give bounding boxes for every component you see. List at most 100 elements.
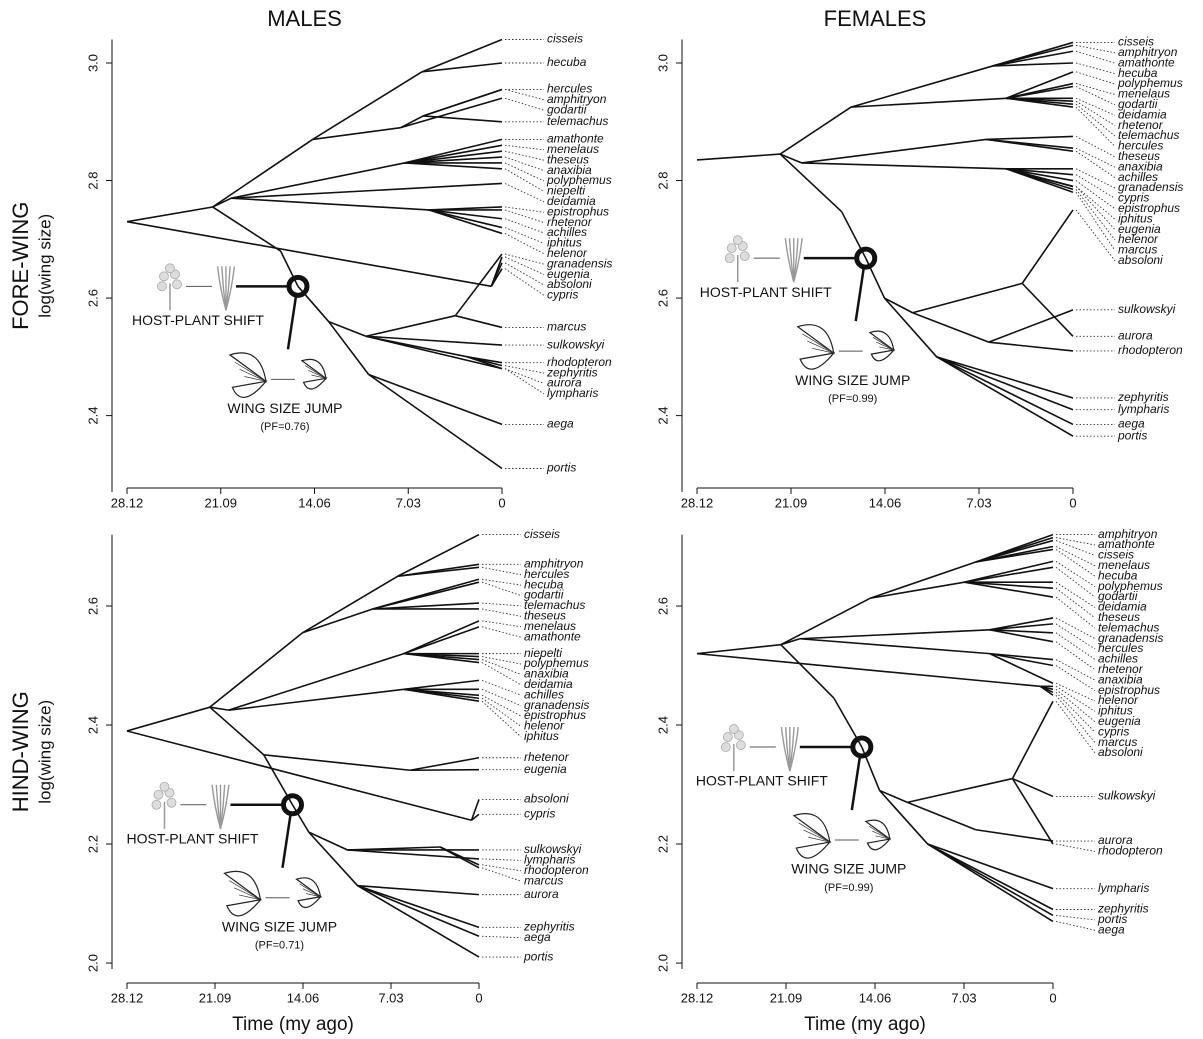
flower-icon xyxy=(733,236,742,245)
y-tick-label: 2.6 xyxy=(85,597,100,615)
branch xyxy=(210,707,264,755)
flower-icon xyxy=(723,733,732,742)
leader-line xyxy=(482,680,521,695)
branch xyxy=(405,163,502,169)
branch xyxy=(937,357,1073,436)
branch xyxy=(429,210,502,234)
branch xyxy=(976,830,1053,841)
branch xyxy=(800,630,990,639)
x-tick-label: 21.09 xyxy=(775,495,808,510)
branch xyxy=(231,183,502,198)
x-tick-label: 21.09 xyxy=(770,990,803,1005)
leader-line xyxy=(1056,695,1095,742)
y-tick-label: 2.8 xyxy=(85,171,100,189)
y-tick-label: 2.0 xyxy=(655,954,670,972)
tip-label: aega xyxy=(1098,922,1125,936)
jump-label: WING SIZE JUMP xyxy=(791,861,906,877)
tip-label: lympharis xyxy=(1098,881,1149,895)
branch xyxy=(1022,283,1073,336)
tip-label: absoloni xyxy=(524,792,569,806)
leader-line xyxy=(1056,561,1095,586)
leader-line xyxy=(482,936,521,937)
branch xyxy=(401,98,502,127)
leader-line xyxy=(1056,642,1095,670)
flower-icon xyxy=(725,254,734,263)
flower-icon xyxy=(167,798,176,807)
tip-label: rhodopteron xyxy=(1098,844,1163,858)
host-label: HOST-PLANT SHIFT xyxy=(126,830,258,846)
branch xyxy=(231,198,428,210)
flower-icon xyxy=(172,280,181,289)
tip-label: absoloni xyxy=(1118,253,1163,267)
leader-line xyxy=(505,151,544,160)
x-tick-label: 21.09 xyxy=(199,990,232,1005)
leader-line xyxy=(482,698,521,726)
x-tick-label: 0 xyxy=(1049,990,1056,1005)
tip-label: lympharis xyxy=(1118,402,1169,416)
leader-line xyxy=(482,579,521,585)
leader-line xyxy=(482,660,521,675)
leader-line xyxy=(482,627,521,637)
branch xyxy=(990,624,1053,630)
tip-label: iphitus xyxy=(524,729,559,743)
flower-icon xyxy=(157,282,166,291)
leader-line xyxy=(505,219,544,233)
leader-line xyxy=(1056,666,1095,691)
leader-line xyxy=(505,89,544,99)
y-tick-label: 2.4 xyxy=(655,407,670,425)
branch xyxy=(127,207,213,222)
y-tick-label: 3.0 xyxy=(655,54,670,72)
y-tick-label: 2.6 xyxy=(655,289,670,307)
x-tick-label: 0 xyxy=(475,990,482,1005)
y-tick-label: 2.0 xyxy=(85,954,100,972)
leader-line xyxy=(482,621,521,627)
x-tick-label: 7.03 xyxy=(396,495,421,510)
leader-line xyxy=(505,183,544,201)
branch xyxy=(937,357,1073,425)
panel: 28.1221.0914.067.0302.42.62.83.0cisseisa… xyxy=(655,6,1183,511)
leader-line xyxy=(1056,660,1095,681)
leader-line xyxy=(1056,582,1095,607)
tip-label: portis xyxy=(1117,428,1147,442)
branch xyxy=(429,210,502,228)
branch xyxy=(907,779,1012,803)
connector xyxy=(288,296,296,349)
x-tick-label: 28.12 xyxy=(681,495,714,510)
pf-label: (PF=0.99) xyxy=(824,882,873,894)
x-tick-label: 14.06 xyxy=(859,990,892,1005)
branch xyxy=(309,832,348,850)
branch xyxy=(369,374,502,468)
leader-line xyxy=(1056,915,1095,919)
branch xyxy=(990,654,1053,666)
panel: 28.1221.0914.067.0302.42.62.83.0cisseish… xyxy=(8,6,613,511)
branch xyxy=(937,357,1073,410)
branch xyxy=(800,639,990,654)
leader-line xyxy=(482,567,521,574)
leader-line xyxy=(482,689,521,705)
branch xyxy=(429,210,502,219)
branch xyxy=(423,116,502,122)
branch xyxy=(989,310,1073,342)
branch xyxy=(870,582,964,598)
jump-label: WING SIZE JUMP xyxy=(795,372,910,388)
leader-line xyxy=(1056,547,1095,566)
branch xyxy=(884,298,912,313)
branch xyxy=(1006,87,1073,99)
flower-icon xyxy=(154,790,163,799)
branch xyxy=(1012,701,1053,778)
leader-line xyxy=(505,210,544,223)
flower-icon xyxy=(721,743,730,752)
leader-line xyxy=(1056,701,1095,753)
tip-label: portis xyxy=(523,949,553,963)
leader-line xyxy=(1056,538,1095,545)
tip-label: aega xyxy=(547,417,574,431)
leader-line xyxy=(482,657,521,664)
tip-label: cypris xyxy=(547,288,578,302)
branch xyxy=(302,576,397,633)
x-tick-label: 7.03 xyxy=(951,990,976,1005)
branch xyxy=(697,645,781,654)
pf-label: (PF=0.71) xyxy=(255,940,304,952)
leader-line xyxy=(1076,210,1115,261)
leader-line xyxy=(482,695,521,716)
leader-line xyxy=(1056,624,1095,649)
